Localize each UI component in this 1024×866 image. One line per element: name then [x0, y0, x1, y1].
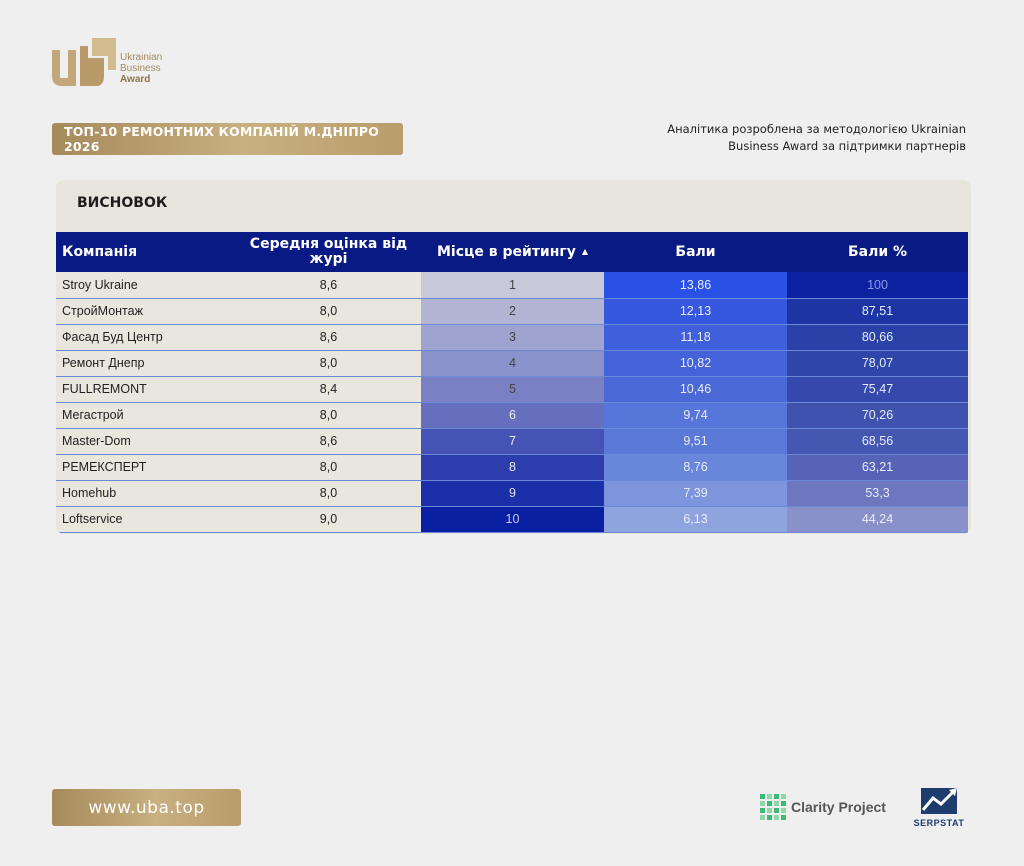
- cell-company: СтройМонтаж: [56, 298, 236, 325]
- ranking-table: Компанія Середня оцінка від журі Місце в…: [56, 232, 968, 533]
- cell-place: 7: [421, 428, 604, 455]
- panel-title: ВИСНОВОК: [77, 195, 168, 211]
- table-row: СтройМонтаж 8,0 2 12,13 87,51: [56, 298, 968, 325]
- cell-percent: 100: [787, 272, 968, 299]
- cell-company: Stroy Ukraine: [56, 272, 236, 299]
- uba-logo-icon: [52, 38, 116, 86]
- partner-serpstat: SERPSTAT: [910, 786, 968, 830]
- table-row: Loftservice 9,0 10 6,13 44,24: [56, 506, 968, 533]
- cell-score: 8,4: [236, 376, 421, 403]
- cell-place: 10: [421, 506, 604, 533]
- sort-ascending-icon[interactable]: ▲: [581, 247, 589, 256]
- cell-points: 12,13: [604, 298, 787, 325]
- serpstat-name: SERPSTAT: [913, 818, 965, 828]
- cell-percent: 87,51: [787, 298, 968, 325]
- analytics-note: Аналітика розроблена за методологією Ukr…: [626, 121, 966, 155]
- logo-line-2: Business: [120, 63, 161, 74]
- cell-place: 5: [421, 376, 604, 403]
- partner-clarity-project: Clarity Project: [760, 793, 886, 821]
- column-header-place[interactable]: Місце в рейтингу ▲: [421, 232, 604, 272]
- cell-percent: 44,24: [787, 506, 968, 533]
- clarity-project-icon: [760, 794, 786, 820]
- cell-place: 4: [421, 350, 604, 377]
- cell-score: 9,0: [236, 506, 421, 533]
- column-header-place-label: Місце в рейтингу: [436, 244, 576, 260]
- logo-wordmark: Ukrainian Business Award: [120, 52, 162, 85]
- cell-percent: 80,66: [787, 324, 968, 351]
- cell-company: FULLREMONT: [56, 376, 236, 403]
- logo-line-3: Award: [120, 74, 151, 85]
- column-header-company[interactable]: Компанія: [56, 232, 236, 272]
- cell-company: РЕМЕКСПЕРТ: [56, 454, 236, 481]
- cell-score: 8,0: [236, 402, 421, 429]
- cell-points: 10,46: [604, 376, 787, 403]
- column-header-score[interactable]: Середня оцінка від журі: [236, 232, 421, 272]
- cell-company: Ремонт Днепр: [56, 350, 236, 377]
- table-row: Ремонт Днепр 8,0 4 10,82 78,07: [56, 350, 968, 377]
- cell-points: 13,86: [604, 272, 787, 299]
- cell-percent: 70,26: [787, 402, 968, 429]
- cell-score: 8,6: [236, 272, 421, 299]
- cell-points: 8,76: [604, 454, 787, 481]
- cell-company: Master-Dom: [56, 428, 236, 455]
- cell-place: 9: [421, 480, 604, 507]
- cell-percent: 53,3: [787, 480, 968, 507]
- table-row: Мегастрой 8,0 6 9,74 70,26: [56, 402, 968, 429]
- analytics-note-line-1: Аналітика розроблена за методологією Ukr…: [667, 122, 966, 136]
- conclusion-panel: ВИСНОВОК Компанія Середня оцінка від жур…: [56, 180, 971, 534]
- cell-points: 9,51: [604, 428, 787, 455]
- table-row: FULLREMONT 8,4 5 10,46 75,47: [56, 376, 968, 403]
- cell-score: 8,0: [236, 480, 421, 507]
- table-header-row: Компанія Середня оцінка від журі Місце в…: [56, 232, 968, 272]
- cell-points: 10,82: [604, 350, 787, 377]
- cell-place: 6: [421, 402, 604, 429]
- cell-points: 11,18: [604, 324, 787, 351]
- cell-company: Homehub: [56, 480, 236, 507]
- clarity-project-name: Clarity Project: [791, 799, 886, 815]
- table-row: Master-Dom 8,6 7 9,51 68,56: [56, 428, 968, 455]
- cell-score: 8,6: [236, 324, 421, 351]
- cell-score: 8,0: [236, 454, 421, 481]
- table-row: РЕМЕКСПЕРТ 8,0 8 8,76 63,21: [56, 454, 968, 481]
- serpstat-icon: [921, 788, 957, 814]
- cell-score: 8,0: [236, 350, 421, 377]
- cell-score: 8,0: [236, 298, 421, 325]
- cell-points: 9,74: [604, 402, 787, 429]
- column-header-points[interactable]: Бали: [604, 232, 787, 272]
- cell-points: 6,13: [604, 506, 787, 533]
- cell-place: 1: [421, 272, 604, 299]
- table-row: Homehub 8,0 9 7,39 53,3: [56, 480, 968, 507]
- cell-place: 2: [421, 298, 604, 325]
- column-header-percent[interactable]: Бали %: [787, 232, 968, 272]
- page-title: ТОП-10 РЕМОНТНИХ КОМПАНІЙ М.ДНІПРО 2026: [52, 123, 403, 155]
- logo-line-1: Ukrainian: [120, 52, 163, 63]
- cell-company: Фасад Буд Центр: [56, 324, 236, 351]
- cell-score: 8,6: [236, 428, 421, 455]
- ukrainian-business-award-logo: Ukrainian Business Award: [52, 36, 182, 88]
- website-link[interactable]: www.uba.top: [52, 789, 241, 826]
- table-row: Stroy Ukraine 8,6 1 13,86 100: [56, 272, 968, 299]
- cell-percent: 78,07: [787, 350, 968, 377]
- cell-percent: 63,21: [787, 454, 968, 481]
- cell-place: 3: [421, 324, 604, 351]
- cell-points: 7,39: [604, 480, 787, 507]
- cell-company: Loftservice: [56, 506, 236, 533]
- cell-percent: 75,47: [787, 376, 968, 403]
- cell-company: Мегастрой: [56, 402, 236, 429]
- analytics-note-line-2: Business Award за підтримки партнерів: [728, 139, 966, 153]
- table-body: Stroy Ukraine 8,6 1 13,86 100 СтройМонтаж 8,0 2…: [56, 272, 968, 533]
- table-row: Фасад Буд Центр 8,6 3 11,18 80,66: [56, 324, 968, 351]
- cell-percent: 68,56: [787, 428, 968, 455]
- cell-place: 8: [421, 454, 604, 481]
